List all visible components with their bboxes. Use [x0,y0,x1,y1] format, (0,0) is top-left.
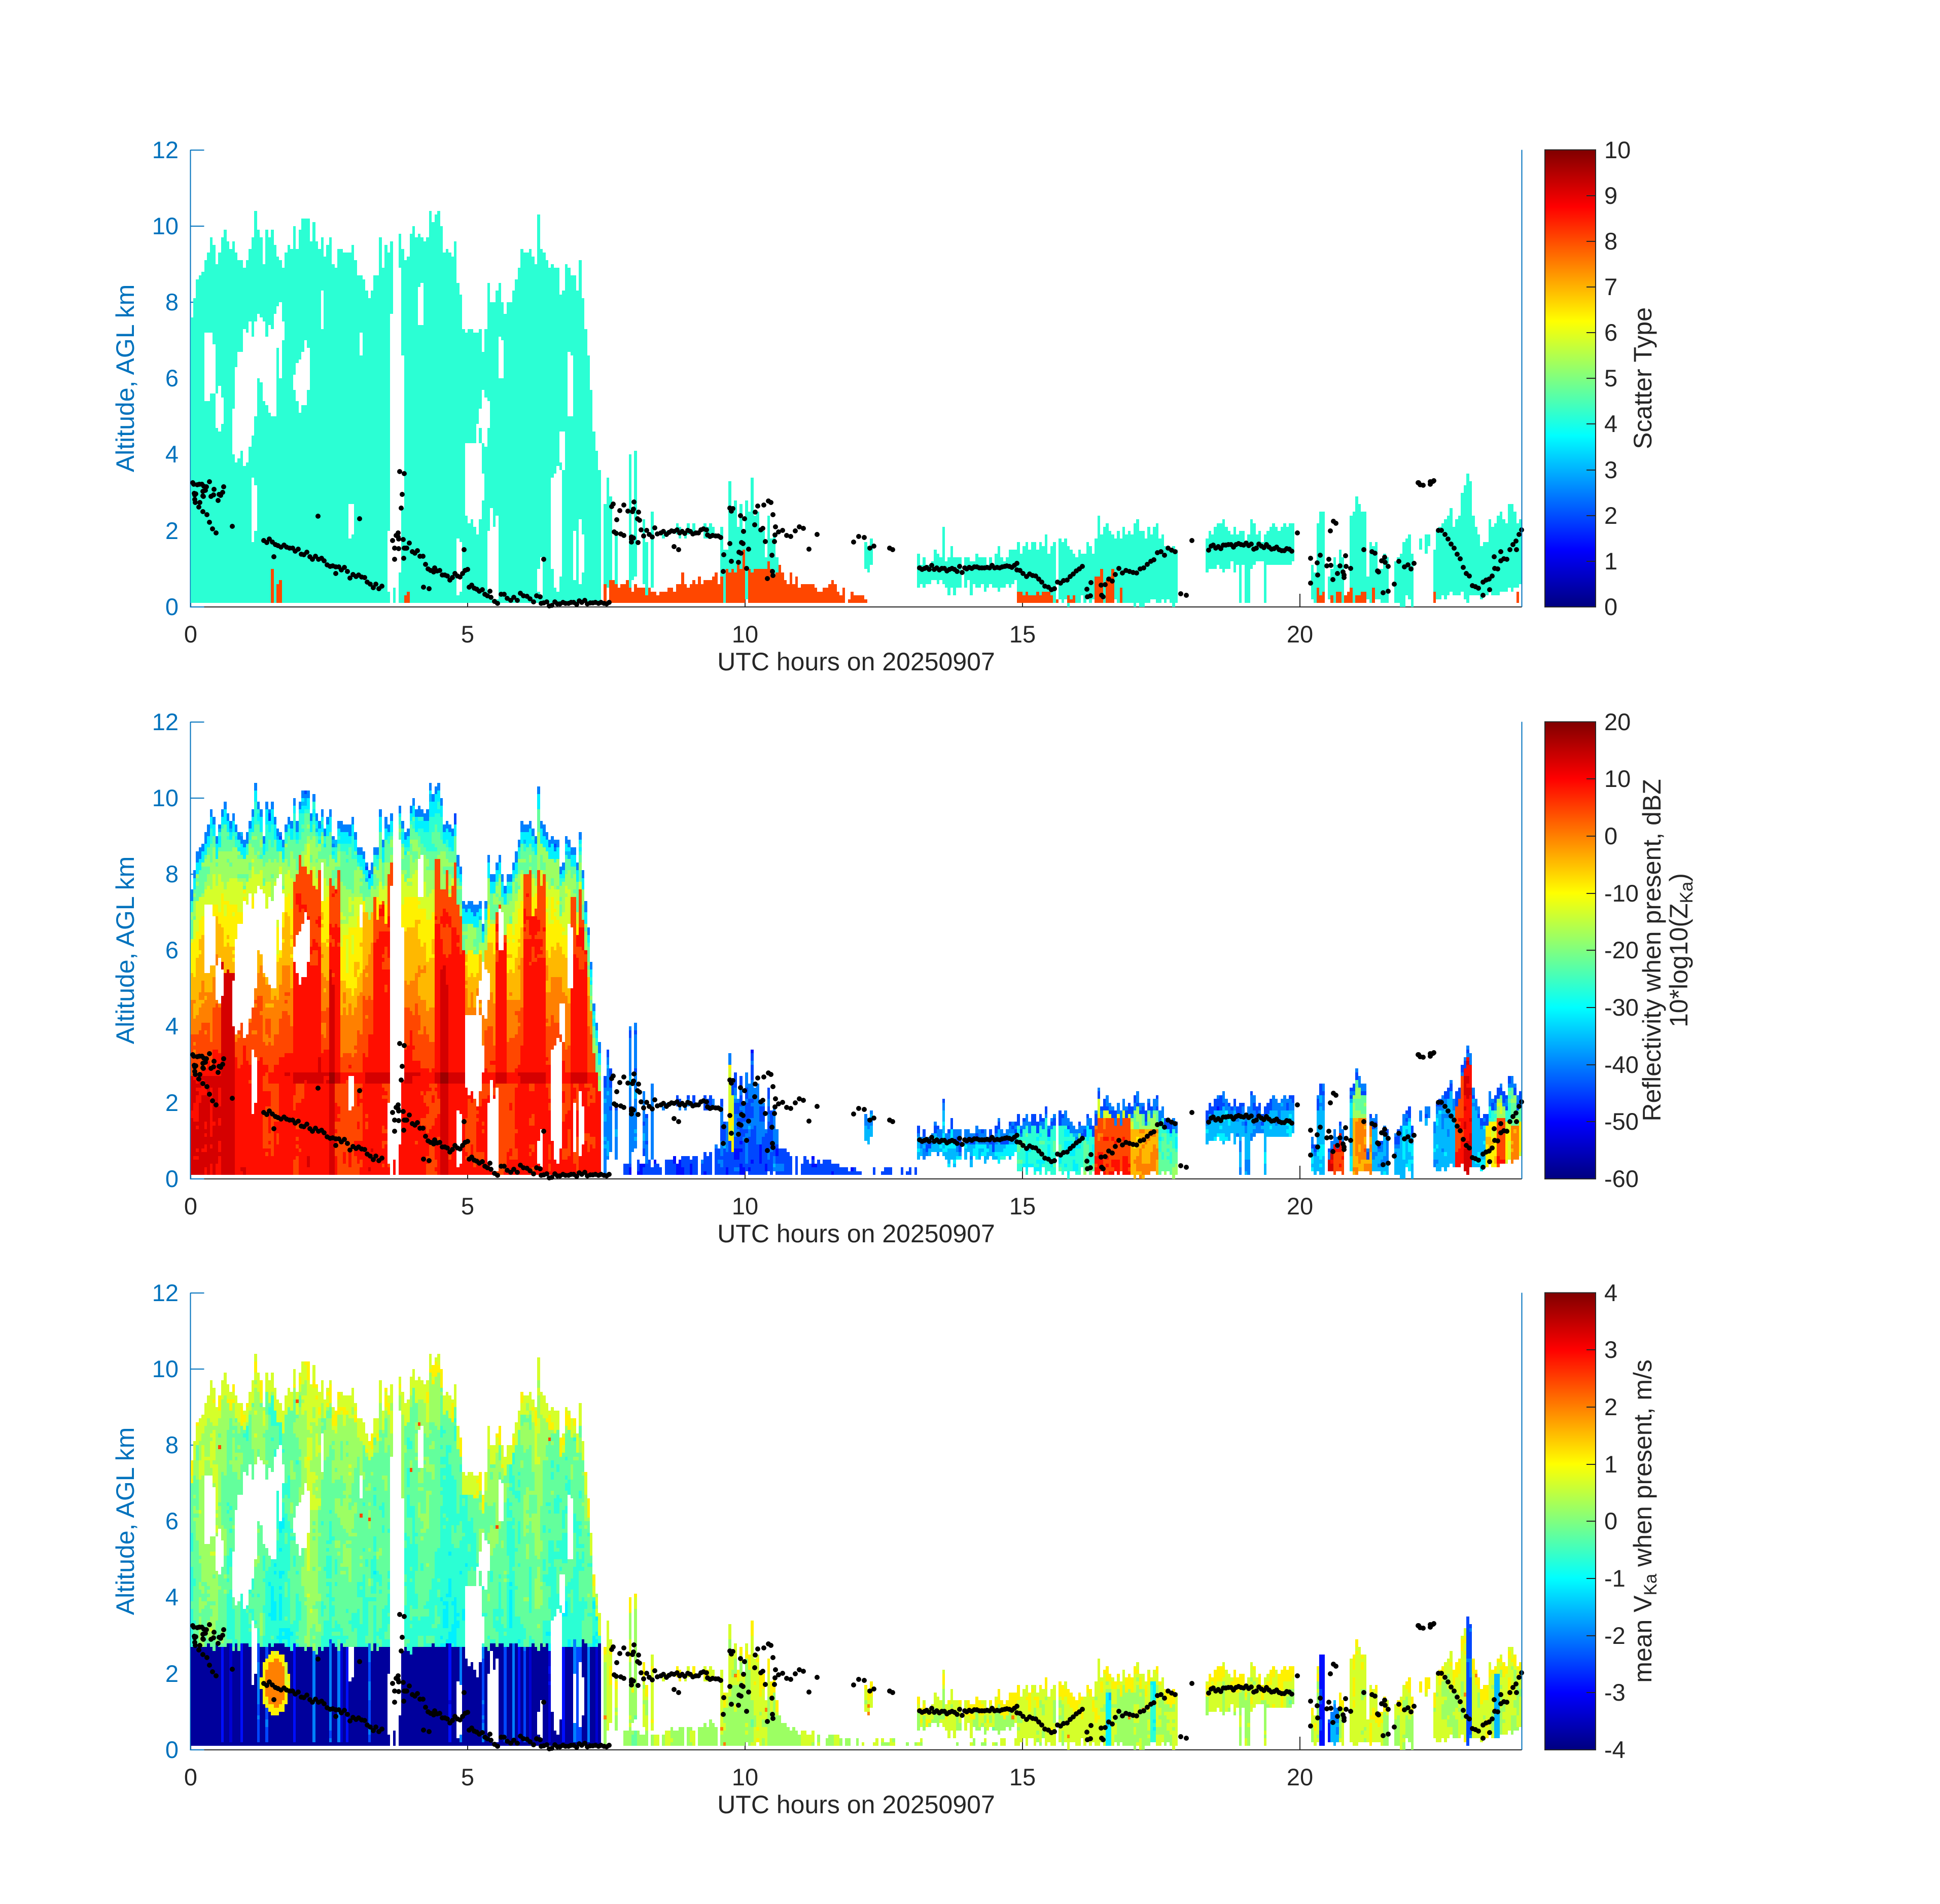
svg-text:3: 3 [1604,1336,1617,1363]
svg-text:1: 1 [1604,548,1617,574]
svg-text:8: 8 [165,1431,179,1458]
svg-text:7: 7 [1604,273,1617,300]
svg-text:9: 9 [1604,182,1617,209]
svg-text:8: 8 [1604,228,1617,255]
svg-text:20: 20 [1287,1193,1313,1219]
svg-text:15: 15 [1009,1193,1036,1219]
svg-text:0: 0 [1604,1507,1617,1534]
svg-text:4: 4 [1604,1279,1617,1306]
svg-text:0: 0 [184,1764,197,1790]
svg-text:2: 2 [165,517,179,544]
svg-text:4: 4 [165,1013,179,1039]
svg-text:2: 2 [1604,1393,1617,1420]
svg-text:4: 4 [1604,410,1617,437]
svg-text:10: 10 [732,1193,758,1219]
svg-text:5: 5 [1604,365,1617,391]
svg-text:UTC hours on 20250907: UTC hours on 20250907 [717,1790,995,1819]
svg-text:20: 20 [1287,1764,1313,1790]
svg-text:UTC hours on 20250907: UTC hours on 20250907 [717,648,995,676]
svg-text:20: 20 [1287,621,1313,648]
svg-text:Altitude, AGL km: Altitude, AGL km [111,284,139,473]
svg-text:-20: -20 [1604,937,1639,963]
svg-text:10: 10 [1604,765,1631,792]
svg-text:0: 0 [165,593,179,620]
svg-text:5: 5 [461,621,474,648]
svg-text:mean VKa when present, m/s: mean VKa when present, m/s [1629,1359,1661,1683]
svg-text:2: 2 [165,1660,179,1687]
svg-text:6: 6 [1604,319,1617,346]
svg-text:Altitude, AGL km: Altitude, AGL km [111,1427,139,1615]
svg-text:15: 15 [1009,1764,1036,1790]
svg-text:10: 10 [732,621,758,648]
svg-text:1: 1 [1604,1451,1617,1478]
svg-text:Reflectivity when present, dBZ: Reflectivity when present, dBZ [1638,779,1666,1121]
svg-text:-3: -3 [1604,1679,1626,1706]
svg-text:0: 0 [184,621,197,648]
svg-text:0: 0 [184,1193,197,1219]
svg-text:0: 0 [1604,593,1617,620]
svg-text:0: 0 [165,1736,179,1763]
svg-text:20: 20 [1604,708,1631,735]
svg-text:6: 6 [165,365,179,391]
svg-text:-10: -10 [1604,880,1639,907]
svg-text:8: 8 [165,289,179,315]
svg-text:-4: -4 [1604,1736,1626,1763]
svg-text:0: 0 [1604,822,1617,849]
svg-text:8: 8 [165,860,179,887]
svg-text:6: 6 [165,1507,179,1534]
svg-text:-40: -40 [1604,1051,1639,1078]
svg-text:-1: -1 [1604,1565,1626,1592]
svg-text:-30: -30 [1604,994,1639,1021]
svg-text:2: 2 [1604,502,1617,529]
svg-text:10: 10 [732,1764,758,1790]
svg-text:12: 12 [152,136,179,163]
svg-text:12: 12 [152,1279,179,1306]
svg-text:10: 10 [152,212,179,239]
svg-text:12: 12 [152,708,179,735]
svg-text:Scatter Type: Scatter Type [1629,307,1657,449]
svg-text:-2: -2 [1604,1622,1626,1649]
svg-text:10: 10 [1604,136,1631,163]
svg-text:5: 5 [461,1193,474,1219]
svg-text:2: 2 [165,1089,179,1116]
svg-text:-60: -60 [1604,1165,1639,1192]
svg-text:10: 10 [152,1355,179,1382]
svg-text:6: 6 [165,937,179,963]
svg-text:5: 5 [461,1764,474,1790]
svg-text:-50: -50 [1604,1108,1639,1135]
svg-text:4: 4 [165,441,179,468]
svg-text:3: 3 [1604,456,1617,483]
svg-text:15: 15 [1009,621,1036,648]
svg-text:Altitude, AGL km: Altitude, AGL km [111,856,139,1045]
svg-text:10: 10 [152,784,179,811]
svg-text:4: 4 [165,1584,179,1610]
svg-text:0: 0 [165,1165,179,1192]
svg-text:UTC hours on 20250907: UTC hours on 20250907 [717,1219,995,1248]
